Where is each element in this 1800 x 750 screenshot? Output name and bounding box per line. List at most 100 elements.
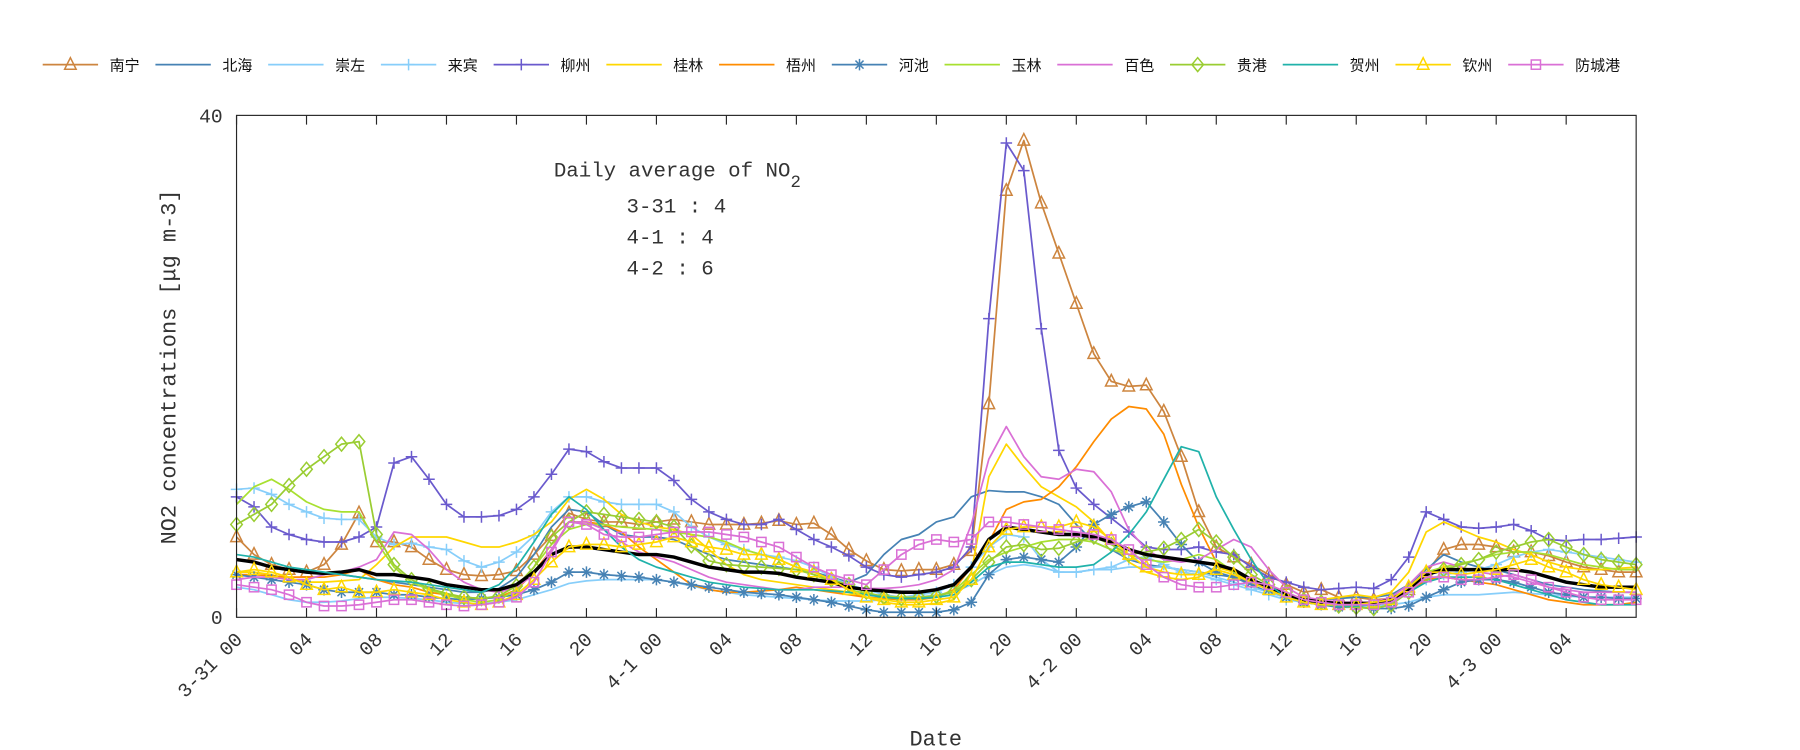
data-point (1227, 571, 1240, 583)
data-point (1384, 591, 1399, 606)
data-point (946, 588, 961, 603)
data-point (1088, 498, 1100, 511)
data-point (596, 535, 611, 550)
data-point (597, 506, 611, 523)
data-point (1454, 556, 1468, 573)
data-point (1298, 594, 1310, 606)
legend-item-贵港[interactable]: 贵港 (1170, 56, 1267, 74)
data-point (756, 536, 767, 548)
data-point (615, 498, 628, 511)
data-point (440, 543, 453, 556)
x-tick-label: 20 (985, 629, 1017, 661)
legend-item-百色[interactable]: 百色 (1057, 56, 1154, 74)
data-point (1000, 137, 1013, 149)
x-tick-label: 4-2 00 (1022, 629, 1087, 694)
data-point (1350, 581, 1362, 593)
data-point (859, 588, 874, 603)
data-point (1402, 600, 1415, 612)
legend-item-防城港[interactable]: 防城港 (1508, 56, 1620, 74)
data-point (808, 593, 820, 606)
data-point (1227, 548, 1241, 566)
legend-item-钦州[interactable]: 钦州 (1395, 56, 1492, 74)
data-point (701, 538, 716, 553)
data-point (948, 604, 960, 616)
data-point (335, 513, 348, 526)
legend-item-北海[interactable]: 北海 (155, 56, 252, 74)
mean-line (236, 525, 1637, 606)
data-point (580, 491, 593, 503)
data-point (825, 541, 838, 553)
legend-label: 贵港 (1237, 56, 1267, 74)
legend-item-玉林[interactable]: 玉林 (944, 56, 1042, 74)
data-point (1595, 591, 1607, 603)
data-point (1069, 533, 1084, 551)
legend-label: 崇左 (335, 56, 365, 74)
data-point (668, 526, 680, 538)
legend-item-梧州[interactable]: 梧州 (719, 56, 816, 74)
data-point (1175, 579, 1187, 591)
data-point (404, 538, 419, 553)
data-point (1576, 546, 1591, 563)
data-point (947, 584, 961, 601)
data-point (1105, 508, 1118, 521)
data-point (878, 606, 890, 619)
data-point (633, 531, 645, 543)
data-point (264, 496, 279, 513)
data-point (579, 535, 594, 550)
data-point (301, 596, 312, 608)
data-point (283, 498, 295, 511)
data-point (352, 583, 366, 598)
data-point (649, 513, 664, 531)
data-point (685, 578, 698, 591)
data-point (1193, 581, 1205, 593)
legend-item-桂林[interactable]: 桂林 (606, 56, 703, 74)
data-point (336, 600, 347, 612)
legend-item-来宾[interactable]: 来宾 (380, 56, 478, 74)
data-point (1088, 518, 1100, 531)
data-point (738, 518, 750, 531)
data-point (894, 590, 909, 607)
data-point (1420, 506, 1432, 518)
data-point (1506, 538, 1521, 556)
legend-label: 钦州 (1462, 56, 1492, 74)
data-point (1210, 566, 1223, 578)
data-point (1140, 541, 1153, 553)
legend-item-崇左[interactable]: 崇左 (268, 56, 365, 74)
data-point (999, 182, 1014, 197)
data-point (353, 599, 365, 611)
legend-item-南宁[interactable]: 南宁 (42, 56, 140, 74)
data-point (876, 591, 891, 606)
data-point (633, 498, 645, 511)
data-point (964, 571, 979, 588)
legend-item-河池[interactable]: 河池 (831, 56, 929, 74)
data-point (808, 561, 820, 573)
legend: 南宁 北海 崇左 来宾 柳州 桂林 梧州 河池 玉林 百色 贵港 贺州 钦州 防城港 (42, 56, 1620, 74)
data-point (1017, 536, 1031, 553)
data-point (318, 536, 330, 548)
data-point (1524, 550, 1539, 565)
series-百色 (236, 425, 1637, 604)
data-point (1403, 586, 1415, 598)
data-point (265, 573, 278, 586)
data-point (1105, 534, 1117, 545)
data-point (719, 540, 734, 555)
data-point (476, 599, 487, 611)
data-point (754, 545, 769, 560)
data-point (422, 586, 436, 601)
data-point (598, 568, 610, 581)
data-point (703, 581, 715, 593)
legend-item-柳州[interactable]: 柳州 (493, 56, 591, 74)
data-point (738, 586, 750, 598)
data-point (721, 529, 732, 540)
legend-marker-star-icon (853, 58, 866, 71)
data-point (1209, 561, 1224, 575)
data-point (247, 506, 261, 523)
data-point (930, 566, 943, 578)
data-point (965, 596, 978, 609)
data-point (1158, 516, 1170, 528)
x-tick-label: 04 (705, 629, 737, 661)
legend-item-贺州[interactable]: 贺州 (1282, 56, 1380, 74)
data-point (1560, 546, 1572, 558)
data-point (1613, 594, 1625, 606)
data-point (631, 535, 646, 550)
